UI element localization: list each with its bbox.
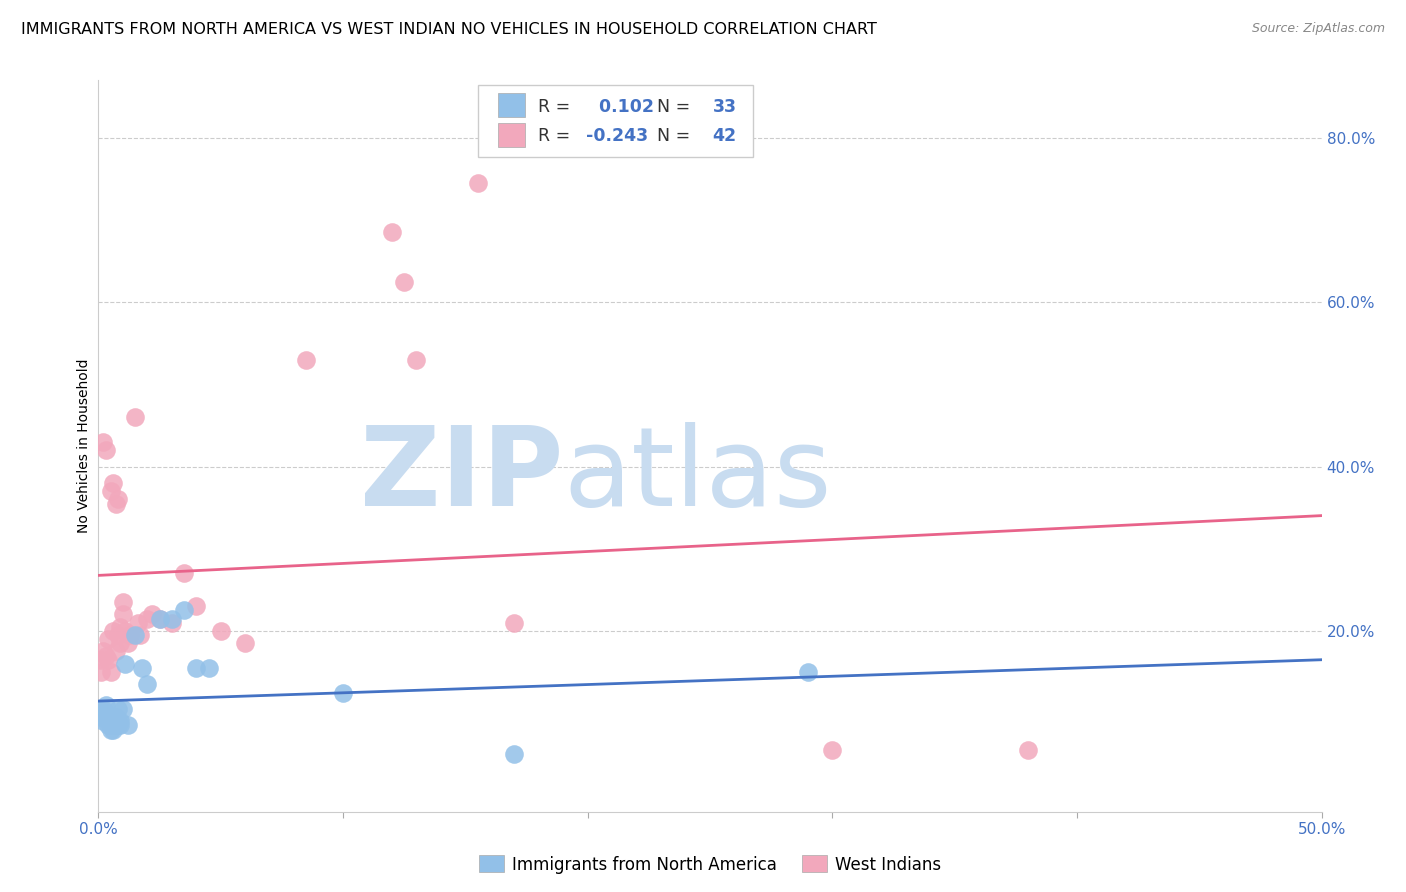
Point	[233, 636, 256, 650]
Point	[97, 714, 120, 729]
Point	[91, 702, 114, 716]
Point	[90, 665, 112, 679]
Point	[117, 718, 139, 732]
Text: R =: R =	[537, 127, 575, 145]
Point	[197, 661, 219, 675]
Point	[141, 607, 163, 622]
Point	[295, 352, 318, 367]
Point	[110, 636, 132, 650]
Text: ZIP: ZIP	[360, 422, 564, 529]
Point	[91, 644, 114, 658]
Text: R =: R =	[537, 98, 575, 116]
Point	[127, 615, 149, 630]
Point	[124, 410, 146, 425]
Text: IMMIGRANTS FROM NORTH AMERICA VS WEST INDIAN NO VEHICLES IN HOUSEHOLD CORRELATIO: IMMIGRANTS FROM NORTH AMERICA VS WEST IN…	[21, 22, 877, 37]
Point	[114, 657, 136, 671]
Point	[160, 615, 183, 630]
Point	[186, 599, 208, 614]
Point	[107, 702, 129, 716]
Point	[149, 611, 172, 625]
Point	[100, 723, 122, 737]
Point	[136, 611, 159, 625]
Point	[503, 615, 526, 630]
Text: Source: ZipAtlas.com: Source: ZipAtlas.com	[1251, 22, 1385, 36]
FancyBboxPatch shape	[478, 86, 752, 157]
Point	[503, 747, 526, 762]
Point	[100, 718, 122, 732]
Point	[332, 685, 354, 699]
Point	[104, 710, 127, 724]
Point	[149, 611, 172, 625]
Point	[111, 595, 134, 609]
Point	[467, 176, 489, 190]
Point	[821, 743, 844, 757]
Text: 33: 33	[713, 98, 737, 116]
Point	[209, 624, 232, 638]
Point	[173, 603, 195, 617]
Point	[381, 225, 404, 239]
Text: N =: N =	[658, 98, 696, 116]
Point	[173, 566, 195, 581]
Point	[94, 698, 117, 712]
Point	[405, 352, 427, 367]
Point	[101, 714, 124, 729]
Point	[94, 706, 117, 720]
Point	[160, 611, 183, 625]
Point	[186, 661, 208, 675]
Point	[101, 624, 124, 638]
Point	[107, 628, 129, 642]
Point	[91, 434, 114, 449]
Point	[100, 665, 122, 679]
Point	[90, 710, 112, 724]
Point	[104, 496, 127, 510]
Text: 0.102: 0.102	[592, 98, 654, 116]
Point	[111, 607, 134, 622]
Point	[120, 628, 142, 642]
Point	[101, 723, 124, 737]
Text: atlas: atlas	[564, 422, 832, 529]
Point	[131, 661, 153, 675]
Point	[797, 665, 820, 679]
Point	[97, 718, 120, 732]
Point	[94, 443, 117, 458]
Point	[107, 492, 129, 507]
Point	[91, 714, 114, 729]
Bar	[498, 123, 526, 147]
Point	[100, 710, 122, 724]
Point	[136, 677, 159, 691]
Y-axis label: No Vehicles in Household: No Vehicles in Household	[77, 359, 91, 533]
Point	[124, 628, 146, 642]
Text: 42: 42	[713, 127, 737, 145]
Point	[90, 653, 112, 667]
Point	[110, 718, 132, 732]
Point	[101, 475, 124, 490]
Point	[97, 632, 120, 647]
Point	[104, 718, 127, 732]
Text: -0.243: -0.243	[586, 127, 648, 145]
Point	[117, 636, 139, 650]
Point	[1017, 743, 1039, 757]
Point	[104, 644, 127, 658]
Point	[97, 653, 120, 667]
Point	[107, 718, 129, 732]
Point	[114, 624, 136, 638]
Point	[111, 702, 134, 716]
Point	[110, 714, 132, 729]
Point	[90, 706, 112, 720]
Text: N =: N =	[658, 127, 696, 145]
Point	[94, 648, 117, 663]
Bar	[498, 94, 526, 118]
Point	[110, 620, 132, 634]
Point	[392, 275, 416, 289]
Point	[100, 484, 122, 499]
Point	[129, 628, 152, 642]
Legend: Immigrants from North America, West Indians: Immigrants from North America, West Indi…	[472, 848, 948, 880]
